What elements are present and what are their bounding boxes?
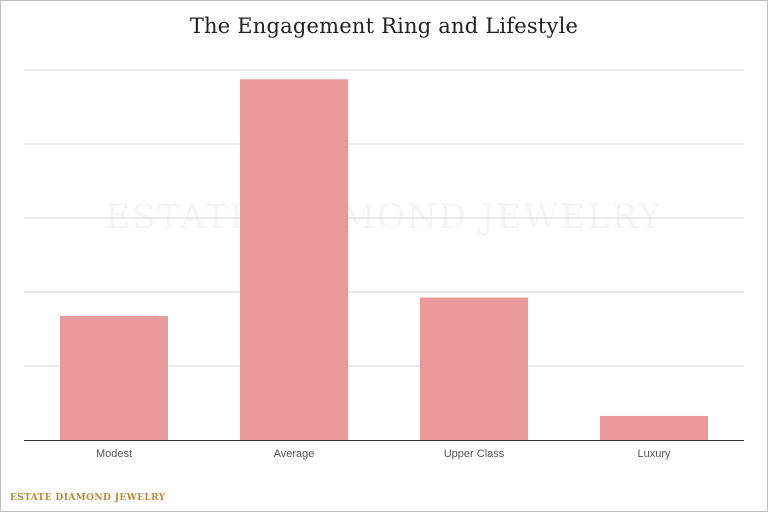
x-tick-label: Upper Class [444, 448, 505, 460]
bar-modest [60, 316, 168, 440]
bar-luxury [600, 415, 708, 440]
brand-logo-text: ESTATE DIAMOND JEWELRY [10, 493, 166, 503]
x-tick-label: Luxury [637, 448, 671, 460]
x-tick-labels: Modest Average Upper Class Luxury [96, 448, 671, 460]
x-tick-label: Average [274, 448, 315, 460]
chart-title: The Engagement Ring and Lifestyle [189, 14, 579, 38]
bar-average [240, 79, 348, 440]
x-tick-label: Modest [96, 448, 132, 460]
gridlines [24, 69, 744, 367]
bar-upper-class [420, 297, 528, 440]
bars [60, 79, 708, 440]
